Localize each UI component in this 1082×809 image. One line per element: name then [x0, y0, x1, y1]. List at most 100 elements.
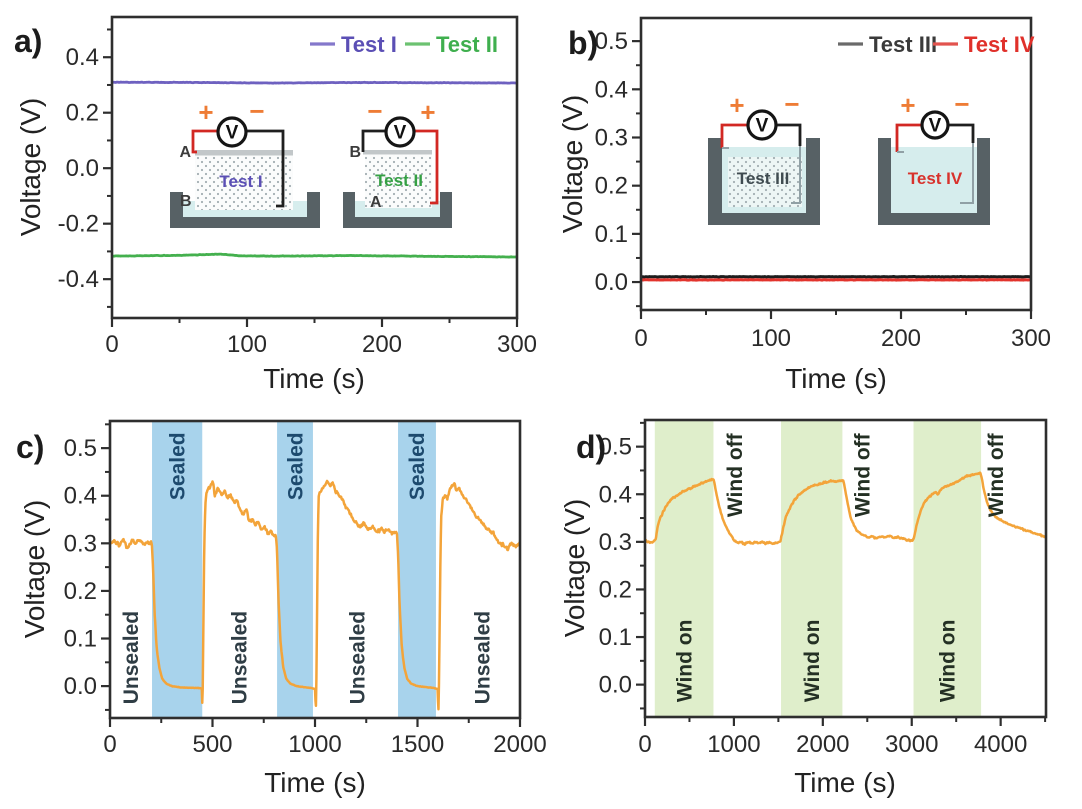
axes-box: [643, 418, 1048, 719]
series-group: [112, 80, 517, 259]
beaker-bottom: [708, 213, 820, 225]
x-tick-label: 300: [1011, 325, 1051, 352]
positive-wire: [895, 123, 922, 152]
voltmeter-icon: [384, 116, 416, 148]
y-tick-label: -0.4: [58, 266, 99, 293]
series-test-ii: [112, 252, 517, 259]
y-tick-label: 0.5: [64, 435, 97, 462]
y-tick-label: -0.2: [58, 211, 99, 238]
band-label: Sealed: [284, 432, 307, 500]
y-tick-label: 0.3: [599, 529, 632, 556]
dish-bottom: [343, 217, 452, 228]
y-tick-label: 0.5: [595, 28, 628, 55]
legend-label: Test III: [869, 32, 937, 57]
minus-sign: −: [784, 89, 799, 119]
region-label: Unsealed: [120, 611, 143, 704]
y-tick-label: 0.4: [595, 76, 628, 103]
x-tick-label: 100: [227, 331, 267, 358]
band-label: Wind on: [801, 620, 824, 703]
legend-label: Test I: [341, 32, 397, 57]
plus-sign: +: [729, 90, 744, 120]
negative-wire: [246, 129, 285, 208]
series-test-i: [112, 80, 517, 85]
voltmeter-icon: [746, 109, 778, 141]
legend: Test III Test IV: [838, 32, 1035, 57]
series-group: [645, 471, 1046, 546]
x-tick-label: 500: [192, 731, 232, 758]
inset-test-label: Test II: [375, 171, 423, 190]
y-axis-title: Voltage (V): [559, 499, 590, 638]
y-tick-label: 0.1: [64, 626, 97, 653]
series-wind-on-off-cycling: [645, 471, 1046, 546]
y-tick-label: 0.1: [595, 221, 628, 248]
x-axis-title: Time (s): [794, 767, 896, 798]
series-group: [641, 274, 1031, 282]
plus-sign: +: [900, 90, 915, 120]
test-3-cell: V + − Test III: [708, 89, 820, 225]
beaker-bottom: [878, 213, 990, 225]
panel-c: Sealed Sealed Sealed Unsealed Unsealed Unseal…: [16, 419, 547, 798]
panel-letter: a): [14, 23, 42, 59]
y-axis-title: Voltage (V): [15, 98, 46, 237]
y-tick-label: 0.2: [595, 173, 628, 200]
x-tick-label: 0: [634, 325, 647, 352]
beaker-wall: [878, 138, 891, 225]
panel-letter: b): [568, 25, 598, 61]
inset-test-label: Test I: [219, 172, 262, 191]
minus-sign: −: [367, 96, 382, 126]
x-tick-label: 4000: [974, 731, 1027, 758]
region-label: Unsealed: [228, 611, 251, 704]
voltmeter-icon: [920, 110, 950, 140]
dish-bottom: [170, 217, 320, 228]
voltmeter-icon: [216, 116, 248, 148]
region-label: Wind off: [724, 432, 747, 517]
x-tick-label: 200: [881, 325, 921, 352]
y-tick-label: 0.4: [66, 44, 99, 71]
negative-wire: [361, 129, 387, 152]
positive-wire: [720, 123, 748, 148]
y-tick-label: 0.2: [64, 578, 97, 605]
axes-box: [110, 15, 519, 320]
y-tick-label: 0.4: [599, 481, 632, 508]
shaded-band: [781, 420, 843, 717]
dotted-material-dots: [365, 155, 432, 208]
x-tick-label: 2000: [493, 731, 546, 758]
x-axis-title: Time (s): [785, 363, 887, 394]
beaker-wall: [708, 138, 722, 225]
top-electrode-bar: [195, 150, 293, 156]
x-tick-label: 0: [103, 731, 116, 758]
region-label: Wind off: [852, 432, 875, 517]
x-tick-label: 200: [362, 331, 402, 358]
plus-sign: +: [198, 97, 213, 127]
y-tick-label: 0.1: [599, 624, 632, 651]
series-test-iii: [641, 274, 1031, 279]
minus-sign: −: [954, 89, 969, 119]
band-label: Sealed: [166, 432, 189, 500]
electrode-label-bottom: A: [370, 194, 382, 211]
series-group: [110, 479, 520, 711]
test-1-cell: V + − A B Test I: [170, 96, 320, 228]
x-tick-label: 2000: [796, 731, 849, 758]
minus-sign: −: [249, 96, 264, 126]
y-tick-label: 0.0: [64, 673, 97, 700]
y-tick-label: 0.2: [599, 576, 632, 603]
y-tick-label: 0.3: [64, 530, 97, 557]
negative-wire: [948, 123, 975, 143]
positive-wire: [413, 129, 439, 205]
inset-test-label: Test IV: [908, 169, 963, 188]
dotted-material-dots: [728, 157, 802, 207]
beaker-wall: [806, 138, 820, 225]
y-axis-title: Voltage (V): [557, 95, 588, 234]
x-tick-label: 0: [638, 731, 651, 758]
legend-label: Test II: [436, 32, 498, 57]
panel-d: Wind on Wind on Wind on Wind off Wind off Win…: [559, 418, 1048, 798]
shaded-band: [654, 420, 714, 717]
legend-label: Test IV: [964, 32, 1035, 57]
y-tick-label: 0.5: [599, 434, 632, 461]
region-label: Unsealed: [471, 611, 494, 704]
band-label: Wind on: [673, 620, 696, 703]
y-tick-label: 0.0: [599, 672, 632, 699]
y-tick-label: 0.3: [595, 124, 628, 151]
band-label: Sealed: [406, 432, 429, 500]
